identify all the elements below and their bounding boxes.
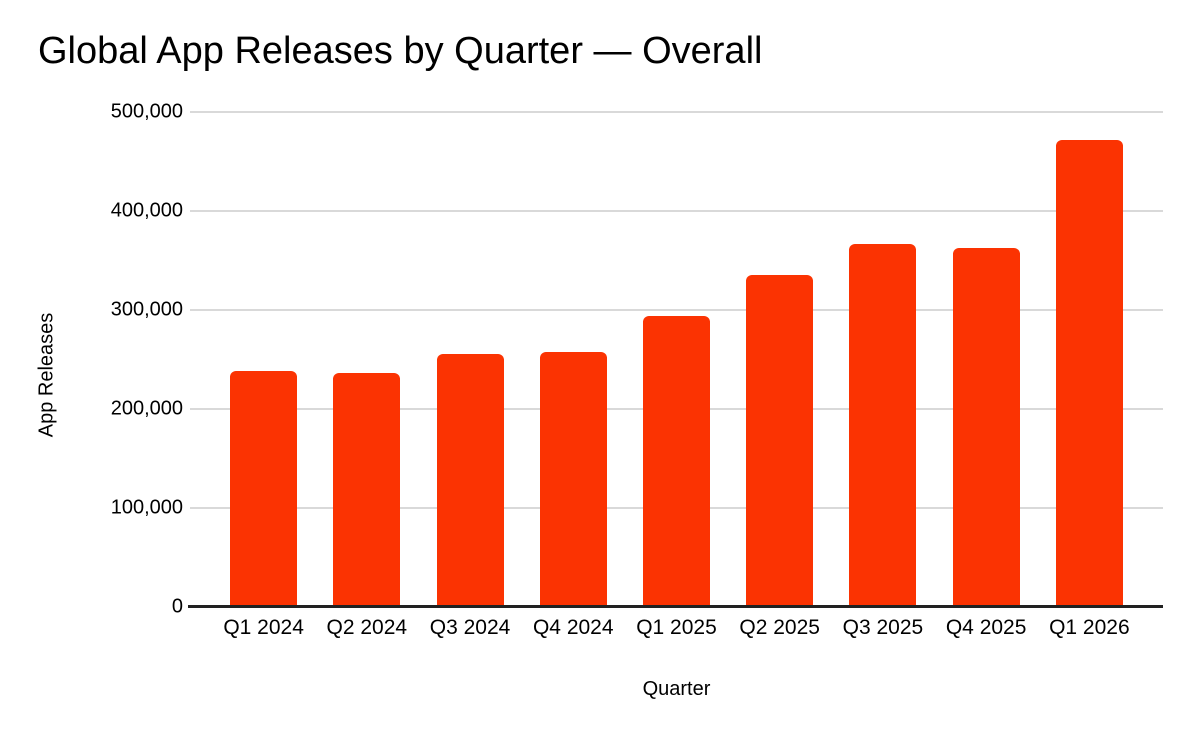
y-tick-label: 200,000 — [110, 397, 183, 420]
bar-series — [212, 112, 1141, 607]
x-tick-label: Q3 2024 — [429, 616, 511, 639]
y-axis-ticks: 0 100,000 200,000 300,000 400,000 500,000 — [55, 0, 183, 742]
gridline — [190, 111, 1163, 113]
plot-area — [188, 111, 1163, 608]
y-tick-label: 0 — [171, 595, 183, 618]
x-tick-label: Q3 2025 — [842, 616, 924, 639]
x-axis-labels: Q1 2024 Q2 2024 Q3 2024 Q4 2024 Q1 2025 Q2 20… — [212, 616, 1141, 640]
bar-q3-2025 — [849, 243, 917, 607]
bar-q1-2025 — [642, 315, 710, 607]
x-tick-label: Q4 2025 — [945, 616, 1027, 639]
x-tick-label: Q4 2024 — [532, 616, 614, 639]
bar-slot — [625, 112, 728, 607]
bar-q1-2024 — [230, 371, 298, 607]
gridline — [190, 210, 1163, 212]
bar-q1-2026 — [1055, 139, 1123, 607]
x-axis-line — [188, 605, 1163, 608]
bar-slot — [935, 112, 1038, 607]
bar-slot — [831, 112, 934, 607]
y-tick-label: 400,000 — [110, 199, 183, 222]
bar-q4-2025 — [952, 247, 1020, 607]
bar-q3-2024 — [436, 353, 504, 607]
bar-q2-2024 — [333, 373, 401, 607]
bar-slot — [418, 112, 521, 607]
x-tick-label: Q2 2025 — [739, 616, 820, 639]
chart-title: Global App Releases by Quarter — Overall — [38, 30, 763, 72]
x-axis-title: Quarter — [642, 678, 711, 700]
bar-slot — [212, 112, 315, 607]
x-tick-label: Q1 2025 — [636, 616, 717, 639]
y-tick-label: 300,000 — [110, 298, 183, 321]
x-tick-label: Q2 2024 — [326, 616, 408, 639]
bar-q2-2025 — [746, 275, 814, 607]
y-tick-label: 500,000 — [110, 100, 183, 123]
x-tick-label: Q1 2026 — [1049, 616, 1130, 639]
x-tick-label: Q1 2024 — [223, 616, 304, 639]
bar-q4-2024 — [539, 351, 607, 607]
gridline — [190, 309, 1163, 311]
y-tick-label: 100,000 — [110, 496, 183, 519]
bar-slot — [1038, 112, 1141, 607]
bar-slot — [315, 112, 418, 607]
bar-slot — [522, 112, 625, 607]
bar-slot — [728, 112, 831, 607]
